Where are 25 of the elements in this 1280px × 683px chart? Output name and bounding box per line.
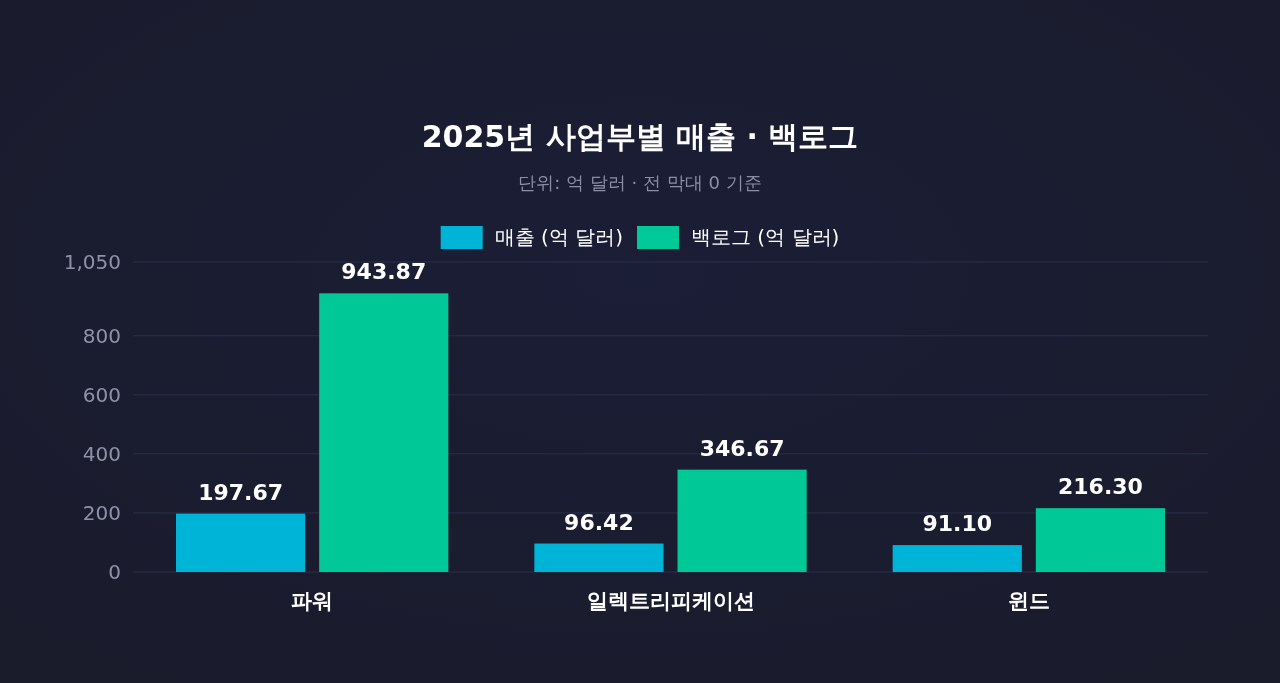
x-tick-label: 파워: [291, 589, 334, 613]
legend-label: 백로그 (억 달러): [691, 225, 840, 249]
bar: [1035, 508, 1165, 572]
y-tick-label: 0: [108, 560, 121, 584]
bar: [319, 293, 449, 572]
text: 96.42: [564, 509, 634, 535]
x-tick-label: 일렉트리피케이션: [586, 589, 755, 613]
text: 943.87: [341, 259, 427, 285]
y-tick-label: 800: [82, 323, 121, 348]
y-tick-label: 1,050: [63, 250, 121, 274]
y-tick-label: 400: [82, 441, 121, 466]
chart-title: 2025년 사업부별 매출 · 백로그: [421, 119, 859, 154]
x-tick-label: 윈드: [1007, 589, 1050, 613]
text: 216.30: [1057, 474, 1143, 500]
text: 346.67: [699, 435, 785, 461]
text: 91.10: [922, 511, 993, 537]
text: 197.67: [198, 479, 284, 505]
legend-label: 매출 (억 달러): [494, 225, 624, 249]
bar: [176, 513, 306, 572]
y-tick-label: 200: [82, 500, 121, 525]
bar: [677, 469, 807, 572]
bar: [534, 543, 664, 572]
y-tick-label: 600: [82, 382, 121, 407]
chart-subtitle: 단위: 억 달러 · 전 막대 0 기준: [518, 172, 762, 193]
bar: [892, 545, 1022, 572]
